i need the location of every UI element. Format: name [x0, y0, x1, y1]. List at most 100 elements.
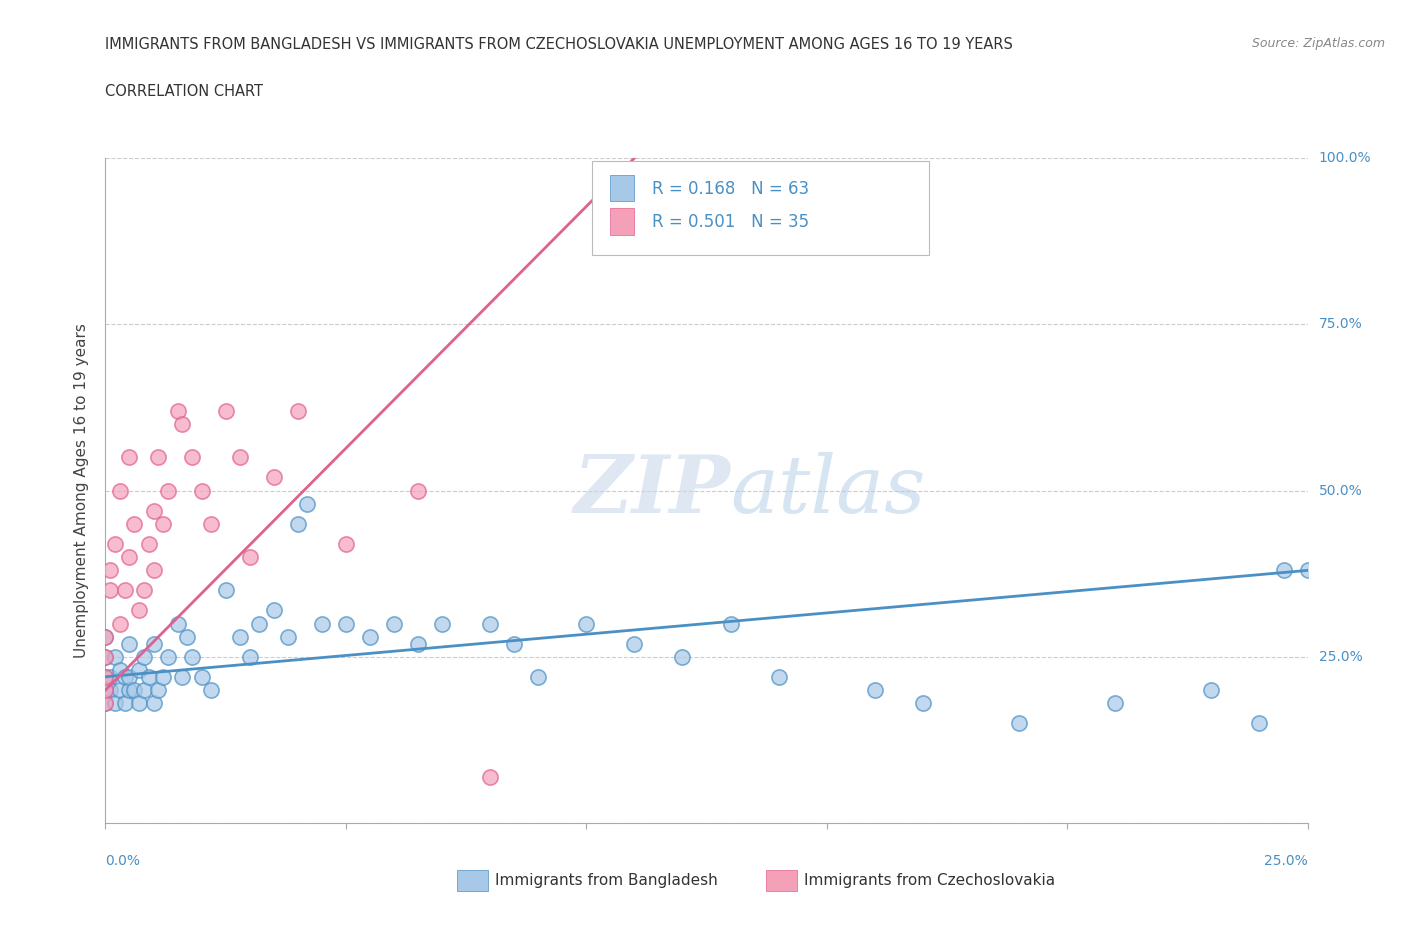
Point: [104, 696, 127, 711]
Point: [94, 670, 117, 684]
Point: [104, 537, 127, 551]
Point: [108, 663, 131, 678]
Point: [128, 696, 150, 711]
Point: [124, 516, 146, 531]
Point: [190, 670, 212, 684]
Point: [1201, 683, 1223, 698]
Point: [1104, 696, 1126, 711]
Point: [263, 470, 285, 485]
Point: [152, 670, 174, 684]
Text: 100.0%: 100.0%: [1319, 151, 1371, 166]
Point: [172, 417, 194, 432]
Point: [229, 450, 252, 465]
Text: Immigrants from Czechoslovakia: Immigrants from Czechoslovakia: [804, 873, 1056, 888]
Point: [200, 516, 222, 531]
Point: [311, 616, 333, 631]
Point: [863, 683, 886, 698]
Point: [156, 484, 179, 498]
Point: [94, 683, 117, 698]
Point: [128, 663, 150, 678]
Point: [287, 516, 309, 531]
Point: [94, 630, 117, 644]
Point: [503, 636, 526, 651]
Point: [118, 670, 141, 684]
Point: [148, 450, 170, 465]
Point: [181, 450, 204, 465]
Point: [575, 616, 598, 631]
Point: [94, 696, 117, 711]
Point: [1296, 563, 1319, 578]
Point: [124, 683, 146, 698]
Point: [200, 683, 222, 698]
Point: [720, 616, 742, 631]
Point: [132, 683, 155, 698]
Text: 75.0%: 75.0%: [1319, 317, 1362, 331]
Point: [382, 616, 405, 631]
Point: [98, 683, 121, 698]
Point: [335, 616, 357, 631]
Point: [104, 649, 127, 664]
Point: [430, 616, 453, 631]
Text: Source: ZipAtlas.com: Source: ZipAtlas.com: [1251, 37, 1385, 50]
Point: [214, 583, 236, 598]
Point: [239, 550, 262, 565]
Text: atlas: atlas: [731, 452, 927, 529]
Point: [148, 683, 170, 698]
Point: [94, 649, 117, 664]
Point: [98, 563, 121, 578]
Point: [166, 404, 188, 418]
Point: [142, 563, 165, 578]
Text: R = 0.168   N = 63: R = 0.168 N = 63: [652, 179, 810, 198]
Point: [671, 649, 693, 664]
Point: [108, 683, 131, 698]
Point: [623, 636, 645, 651]
Point: [114, 583, 136, 598]
Point: [263, 603, 285, 618]
Point: [94, 649, 117, 664]
Point: [142, 503, 165, 518]
Point: [297, 497, 319, 512]
Bar: [610, 208, 634, 234]
Point: [768, 670, 790, 684]
Point: [94, 696, 117, 711]
Point: [118, 550, 141, 565]
Point: [359, 630, 381, 644]
Point: [190, 484, 212, 498]
Point: [214, 404, 236, 418]
Text: 25.0%: 25.0%: [1319, 650, 1362, 664]
Point: [98, 670, 121, 684]
Point: [172, 670, 194, 684]
Point: [287, 404, 309, 418]
Point: [527, 670, 550, 684]
Text: 25.0%: 25.0%: [1264, 854, 1308, 868]
Point: [114, 696, 136, 711]
FancyBboxPatch shape: [592, 162, 929, 255]
Point: [152, 516, 174, 531]
Point: [156, 649, 179, 664]
Point: [118, 636, 141, 651]
Point: [247, 616, 270, 631]
Point: [479, 616, 502, 631]
Point: [138, 537, 160, 551]
Text: R = 0.501   N = 35: R = 0.501 N = 35: [652, 213, 810, 231]
Point: [142, 636, 165, 651]
Point: [128, 603, 150, 618]
Point: [94, 670, 117, 684]
Point: [335, 537, 357, 551]
Point: [406, 636, 429, 651]
Point: [911, 696, 934, 711]
Point: [1272, 563, 1295, 578]
Point: [1008, 716, 1031, 731]
Point: [108, 484, 131, 498]
Point: [118, 683, 141, 698]
Text: 0.0%: 0.0%: [105, 854, 141, 868]
Y-axis label: Unemployment Among Ages 16 to 19 years: Unemployment Among Ages 16 to 19 years: [75, 323, 90, 658]
Point: [108, 616, 131, 631]
Point: [132, 649, 155, 664]
Point: [142, 696, 165, 711]
Point: [94, 630, 117, 644]
Text: 50.0%: 50.0%: [1319, 484, 1362, 498]
Point: [1249, 716, 1271, 731]
Point: [138, 670, 160, 684]
Text: IMMIGRANTS FROM BANGLADESH VS IMMIGRANTS FROM CZECHOSLOVAKIA UNEMPLOYMENT AMONG : IMMIGRANTS FROM BANGLADESH VS IMMIGRANTS…: [105, 37, 1014, 52]
